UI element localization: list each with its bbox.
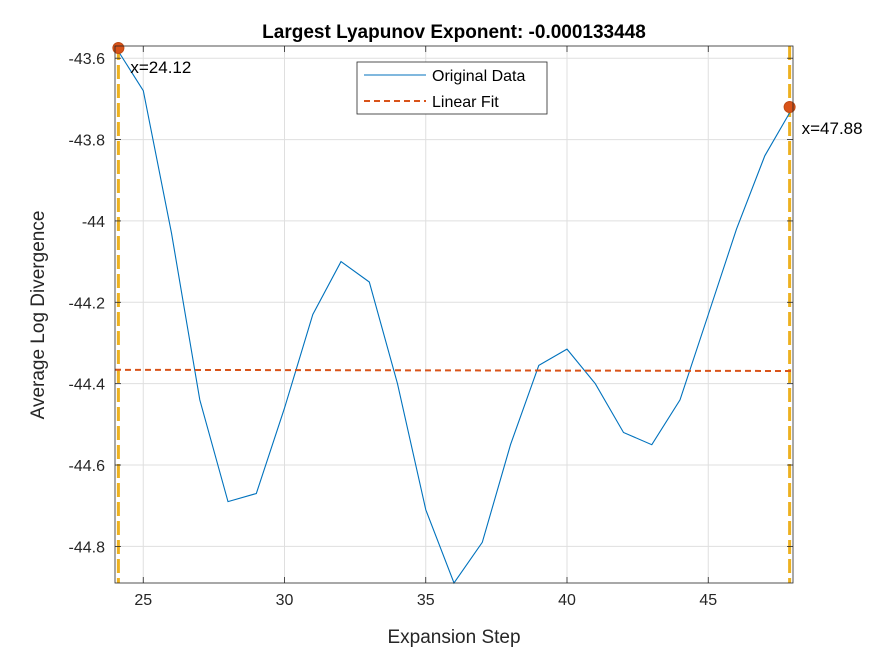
y-tick-label: -44 xyxy=(82,214,105,231)
chart-title: Largest Lyapunov Exponent: -0.000133448 xyxy=(262,22,646,43)
marker-label: x=47.88 xyxy=(802,119,863,138)
axes-background xyxy=(115,46,793,583)
x-tick-label: 25 xyxy=(134,592,152,609)
legend-label-linear-fit: Linear Fit xyxy=(432,94,499,111)
x-tick-label: 30 xyxy=(276,592,294,609)
marker-label: x=24.12 xyxy=(130,58,191,77)
x-tick-label: 40 xyxy=(558,592,576,609)
y-tick-label: -44.2 xyxy=(69,295,106,312)
boundary-marker xyxy=(784,102,795,113)
x-tick-label: 45 xyxy=(699,592,717,609)
y-tick-label: -44.8 xyxy=(69,539,106,556)
y-tick-label: -43.8 xyxy=(69,133,106,150)
legend-label-original-data: Original Data xyxy=(432,68,525,85)
boundary-marker xyxy=(113,43,124,54)
y-axis-label: Average Log Divergence xyxy=(28,211,49,420)
x-axis-label: Expansion Step xyxy=(387,627,520,648)
y-tick-label: -44.6 xyxy=(69,458,106,475)
y-tick-label: -43.6 xyxy=(69,51,106,68)
legend: Original Data Linear Fit xyxy=(357,62,547,114)
y-tick-label: -44.4 xyxy=(69,377,106,394)
x-tick-label: 35 xyxy=(417,592,435,609)
